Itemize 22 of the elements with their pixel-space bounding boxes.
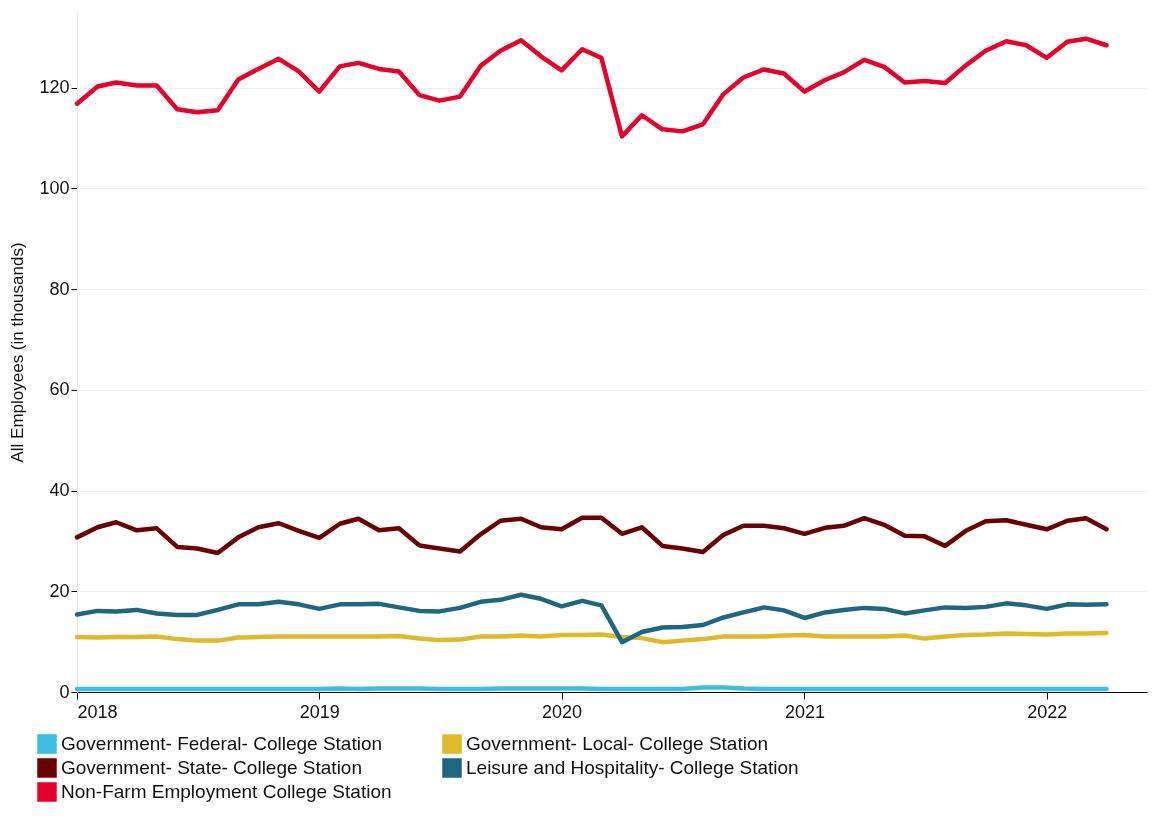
y-axis-title: All Employees (in thousands)	[8, 242, 28, 463]
x-tick-label: 2019	[299, 701, 340, 722]
line-series	[74, 630, 1109, 645]
x-tick-label: 2018	[77, 701, 118, 722]
legend-label: Non-Farm Employment College Station	[61, 781, 392, 802]
x-tick-label: 2021	[784, 701, 826, 722]
line-series	[74, 515, 1109, 556]
x-tick-label: 2022	[1027, 701, 1068, 722]
legend-label: Leisure and Hospitality- College Station	[466, 757, 799, 778]
y-tick-label: 80	[49, 278, 70, 299]
line-series	[74, 592, 1109, 645]
y-tick-label: 0	[59, 681, 70, 702]
x-tick-label: 2020	[542, 701, 583, 722]
y-tick-label: 20	[49, 580, 70, 601]
legend-label: Government- Local- College Station	[466, 733, 769, 754]
y-tick-label: 120	[39, 77, 70, 98]
y-tick-label: 60	[49, 379, 70, 400]
line-series	[74, 36, 1109, 139]
legend-label: Government- State- College Station	[61, 757, 362, 778]
legend-label: Government- Federal- College Station	[61, 733, 383, 754]
y-tick-label: 100	[39, 177, 70, 198]
y-tick-label: 40	[49, 480, 70, 501]
